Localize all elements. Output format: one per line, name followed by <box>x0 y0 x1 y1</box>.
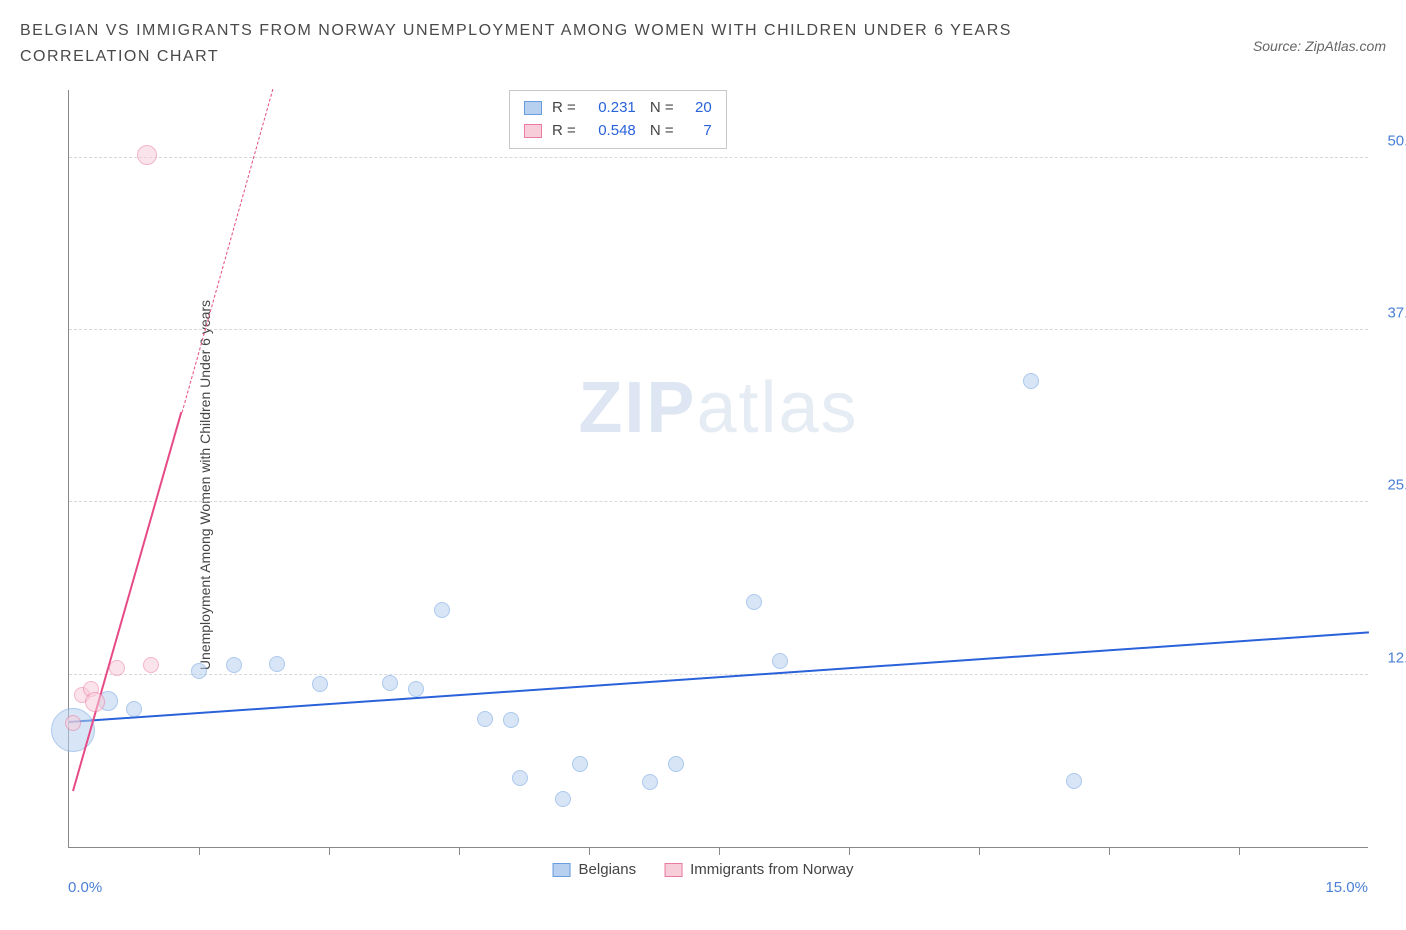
y-tick-label: 12.5% <box>1387 649 1406 666</box>
x-tick <box>719 847 720 855</box>
x-tick <box>979 847 980 855</box>
data-point <box>503 712 519 728</box>
x-tick <box>1239 847 1240 855</box>
data-point <box>746 594 762 610</box>
x-axis-origin: 0.0% <box>68 879 102 896</box>
x-tick <box>459 847 460 855</box>
chart-container: Unemployment Among Women with Children U… <box>20 80 1386 890</box>
data-point <box>512 770 528 786</box>
y-tick-label: 50.0% <box>1387 132 1406 149</box>
legend-item-norway: Immigrants from Norway <box>664 861 853 878</box>
data-point <box>191 663 207 679</box>
correlation-stats-box: R =0.231 N =20 R =0.548 N =7 <box>509 90 727 149</box>
gridline <box>69 674 1368 675</box>
watermark: ZIPatlas <box>578 367 858 449</box>
x-tick <box>849 847 850 855</box>
data-point <box>382 675 398 691</box>
data-point <box>269 656 285 672</box>
data-point <box>143 657 159 673</box>
plot-area: ZIPatlas R =0.231 N =20 R =0.548 N =7 12… <box>68 90 1368 848</box>
data-point <box>126 701 142 717</box>
data-point <box>668 756 684 772</box>
x-tick <box>1109 847 1110 855</box>
trend-line <box>181 88 273 412</box>
data-point <box>226 657 242 673</box>
gridline <box>69 501 1368 502</box>
gridline <box>69 329 1368 330</box>
data-point <box>555 791 571 807</box>
data-point <box>65 715 81 731</box>
source-attribution: Source: ZipAtlas.com <box>1253 38 1386 54</box>
trend-line <box>72 412 182 792</box>
legend-swatch-belgians <box>553 863 571 877</box>
data-point <box>434 602 450 618</box>
x-axis-end: 15.0% <box>1325 879 1368 896</box>
x-tick <box>589 847 590 855</box>
data-point <box>312 676 328 692</box>
data-point <box>137 145 157 165</box>
data-point <box>1023 373 1039 389</box>
data-point <box>772 653 788 669</box>
swatch-belgians <box>524 101 542 115</box>
data-point <box>572 756 588 772</box>
data-point <box>477 711 493 727</box>
trend-line <box>69 631 1369 723</box>
x-tick <box>199 847 200 855</box>
data-point <box>85 692 105 712</box>
stats-row-norway: R =0.548 N =7 <box>524 120 712 143</box>
y-tick-label: 25.0% <box>1387 477 1406 494</box>
data-point <box>642 774 658 790</box>
legend-item-belgians: Belgians <box>553 861 637 878</box>
data-point <box>408 681 424 697</box>
x-tick <box>329 847 330 855</box>
swatch-norway <box>524 124 542 138</box>
data-point <box>1066 773 1082 789</box>
gridline <box>69 157 1368 158</box>
chart-title: BELGIAN VS IMMIGRANTS FROM NORWAY UNEMPL… <box>20 18 1120 69</box>
legend: Belgians Immigrants from Norway <box>553 861 854 878</box>
legend-swatch-norway <box>664 863 682 877</box>
y-tick-label: 37.5% <box>1387 305 1406 322</box>
data-point <box>109 660 125 676</box>
stats-row-belgians: R =0.231 N =20 <box>524 97 712 120</box>
